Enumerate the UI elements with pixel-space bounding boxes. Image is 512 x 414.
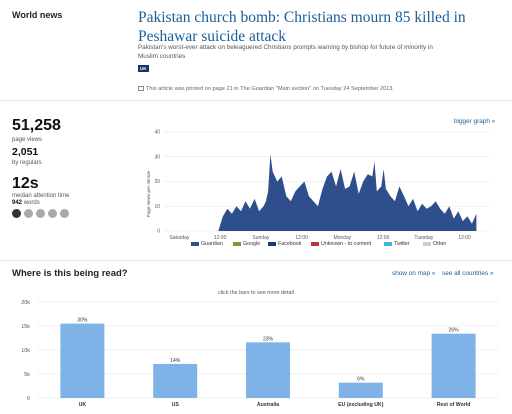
divider: [0, 100, 512, 101]
geo-bar[interactable]: [60, 323, 105, 398]
traffic-chart: Page views per minute 0 10 20 30 40 Saturday 1…: [146, 130, 490, 241]
geo-bar[interactable]: [431, 333, 476, 398]
legend-swatch: [191, 241, 199, 246]
legend-item[interactable]: Twitter: [384, 241, 410, 247]
legend-label: Other: [433, 241, 447, 247]
legend-label: Google: [243, 241, 261, 247]
geo-bar-label: 23%: [263, 336, 274, 342]
traffic-y-tick: 20: [154, 179, 160, 185]
traffic-x-tick: 12:00: [295, 235, 308, 241]
traffic-ylabel: Page views per minute: [146, 170, 151, 217]
geo-y-tick: 20k: [21, 300, 30, 306]
bigger-graph-link[interactable]: bigger graph »: [454, 118, 496, 125]
legend-label: Twitter: [394, 241, 410, 247]
word-count-value: 942: [12, 200, 23, 206]
tag-badge[interactable]: UK: [138, 65, 149, 72]
see-all-countries-link[interactable]: see all countries »: [442, 270, 494, 277]
regulars-value: 2,051: [12, 146, 39, 158]
geo-section-title: Where is this being read?: [12, 268, 128, 279]
clock-icon: [48, 209, 57, 218]
attention-value: 12s: [12, 175, 39, 192]
show-on-map-link[interactable]: show on map »: [392, 270, 436, 277]
traffic-x-tick: 12:00: [214, 235, 227, 241]
traffic-x-tick: Monday: [333, 235, 351, 241]
article-standfirst: Pakistan's worst-ever attack on beleague…: [138, 44, 433, 60]
page-views-value: 51,258: [12, 117, 61, 134]
legend-item[interactable]: Unknown - to content: [311, 241, 371, 247]
geo-category-label: Rest of World: [437, 402, 471, 408]
clock-icon: [36, 209, 45, 218]
attention-clocks: [12, 209, 69, 218]
geo-category-label: UK: [79, 402, 87, 408]
legend-item[interactable]: Other: [423, 241, 446, 247]
legend-label: Facebook: [278, 241, 302, 247]
traffic-y-tick: 30: [154, 154, 160, 160]
legend-label: Unknown - to content: [321, 241, 372, 247]
clock-icon: [60, 209, 69, 218]
traffic-x-tick: Sunday: [252, 235, 269, 241]
print-icon: [138, 86, 144, 92]
traffic-x-tick: Saturday: [169, 235, 190, 241]
print-info: This article was printed on page 21 in T…: [138, 86, 394, 92]
geo-bar-label: 30%: [77, 318, 88, 324]
legend-swatch: [233, 241, 241, 246]
geo-bar[interactable]: [338, 382, 383, 398]
geo-bar-label: 14%: [170, 358, 181, 364]
article-headline[interactable]: Pakistan church bomb: Christians mourn 8…: [138, 9, 466, 45]
geo-category-label: US: [172, 402, 180, 408]
clock-icon: [24, 209, 33, 218]
section-label[interactable]: World news: [12, 10, 63, 20]
legend-item[interactable]: Guardian: [191, 241, 223, 247]
legend-swatch: [268, 241, 276, 246]
legend-item[interactable]: Google: [233, 241, 260, 247]
legend-swatch: [311, 241, 319, 246]
page-views-label: page views: [12, 137, 43, 143]
print-info-text: This article was printed on page 21 in T…: [146, 86, 394, 92]
legend-label: Guardian: [201, 241, 223, 247]
traffic-area-guardian: [164, 154, 477, 231]
traffic-x-tick: 12:00: [377, 235, 390, 241]
attention-label: median attention time: [12, 193, 70, 199]
legend-swatch: [384, 241, 392, 246]
bar-chart-hint: click the bars to see more detail: [218, 290, 294, 296]
traffic-x-tick: Tuesday: [414, 235, 433, 241]
geo-category-label: Australia: [257, 402, 279, 408]
traffic-y-tick: 40: [154, 130, 160, 136]
geo-bar[interactable]: [246, 342, 290, 398]
legend-swatch: [423, 241, 431, 246]
word-count: 942 words: [12, 200, 40, 206]
geo-y-tick: 5k: [24, 372, 30, 378]
traffic-y-tick: 0: [157, 229, 160, 235]
geo-category-label: EU (excluding UK): [338, 402, 384, 408]
geo-y-tick: 0: [27, 396, 30, 402]
traffic-y-tick: 10: [154, 204, 160, 210]
geo-bar-label: 6%: [357, 377, 365, 383]
regulars-label: by regulars: [12, 160, 42, 166]
geo-bar[interactable]: [153, 363, 198, 398]
geo-bar-label: 26%: [449, 328, 460, 334]
geo-y-tick: 10k: [21, 348, 30, 354]
geo-bar-chart: 0 5k 10k 15k 20k 30% UK 14% US 23% Australia 6% EU …: [21, 300, 500, 408]
traffic-x-tick: 12:00: [458, 235, 471, 241]
word-count-label: words: [23, 200, 40, 206]
geo-y-tick: 15k: [21, 324, 30, 330]
clock-icon: [12, 209, 21, 218]
legend-item[interactable]: Facebook: [268, 241, 301, 247]
divider: [0, 260, 512, 261]
